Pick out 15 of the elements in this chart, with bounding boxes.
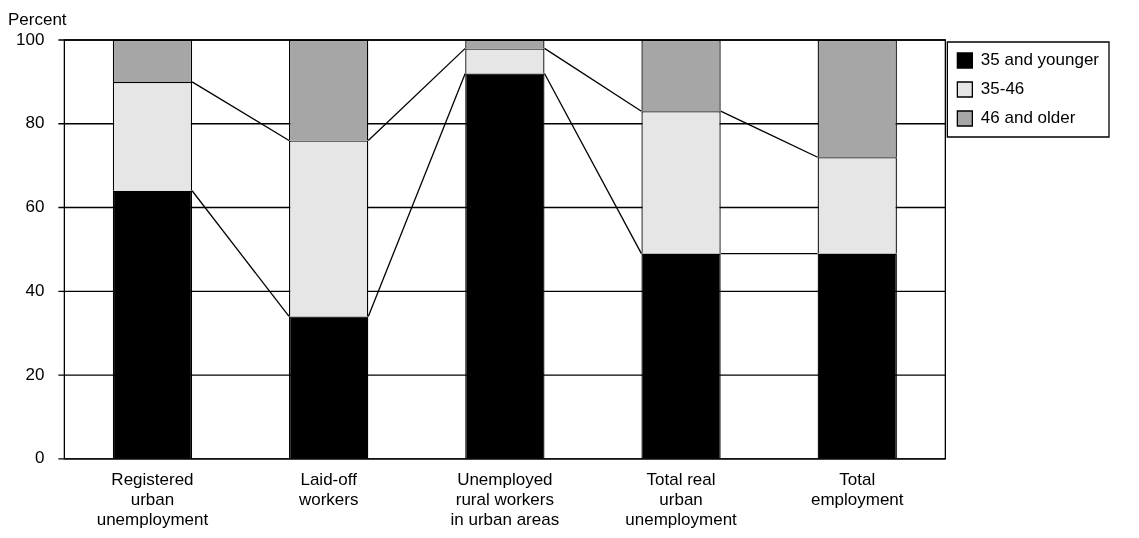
x-tick-label: Unemployed rural workers in urban areas <box>450 469 560 530</box>
y-tick-label: 100 <box>15 29 45 49</box>
x-tick-label: Registered urban unemployment <box>96 469 209 530</box>
y-tick-label: 40 <box>25 280 45 300</box>
y-axis-title: Percent <box>8 10 67 30</box>
y-tick-label: 0 <box>34 448 45 468</box>
legend-label: 46 and older <box>980 108 1076 128</box>
x-tick-label: Total real urban unemployment <box>625 469 738 530</box>
legend-label: 35-46 <box>980 79 1025 99</box>
x-tick-label: Total employment <box>810 469 904 510</box>
x-tick-label: Laid-off workers <box>297 469 359 510</box>
y-tick-label: 20 <box>25 364 45 384</box>
y-tick-label: 80 <box>25 113 45 133</box>
y-tick-label: 60 <box>25 197 45 217</box>
legend-label: 35 and younger <box>980 50 1100 70</box>
